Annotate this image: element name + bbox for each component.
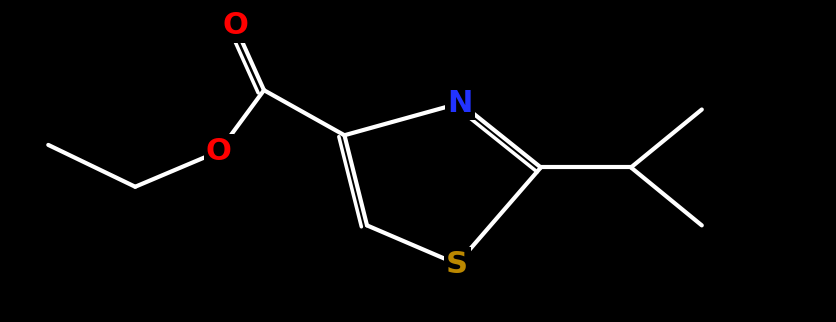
Text: O: O <box>206 137 232 166</box>
Text: S: S <box>446 250 467 279</box>
Text: O: O <box>222 11 247 40</box>
Text: N: N <box>447 89 472 118</box>
